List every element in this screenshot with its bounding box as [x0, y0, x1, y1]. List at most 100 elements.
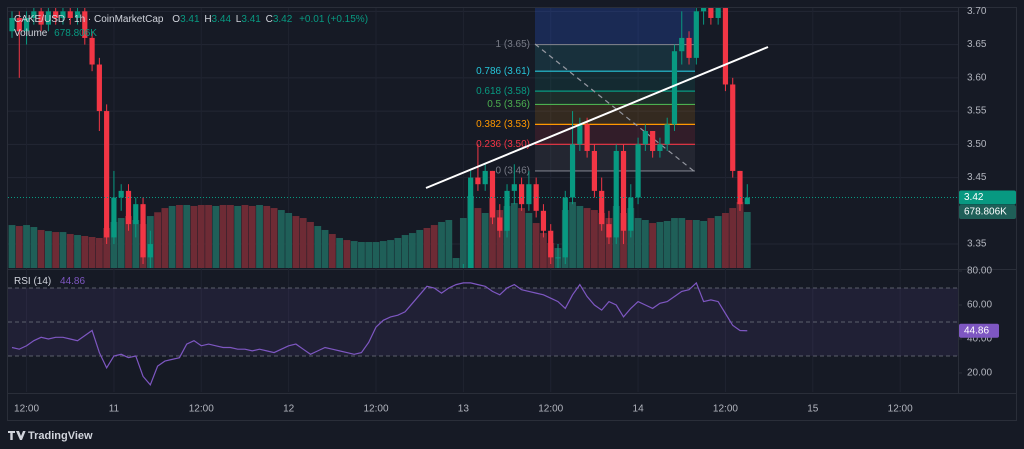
- x-tick-label: 15: [807, 404, 819, 415]
- candle-body: [715, 8, 721, 18]
- volume-bar: [430, 225, 438, 268]
- volume-bar: [518, 208, 525, 268]
- change: +0.01 (+0.15%): [299, 14, 368, 25]
- candle-body: [744, 197, 750, 205]
- fib-band: [535, 91, 695, 105]
- volume-bar: [132, 220, 140, 268]
- x-tick-label: 14: [633, 404, 645, 415]
- volume-bar: [358, 242, 365, 268]
- candle-body: [53, 11, 59, 18]
- ohlc-value: 3.42: [273, 14, 293, 25]
- volume-bar: [671, 218, 678, 268]
- volume-bar: [409, 233, 416, 268]
- x-tick-label: 12:00: [538, 404, 563, 415]
- fib-band: [535, 44, 695, 72]
- candle-body: [45, 11, 51, 25]
- candle-body: [679, 37, 685, 52]
- candle-body: [650, 131, 656, 151]
- volume-bar: [423, 228, 431, 268]
- volume-bar: [649, 223, 657, 268]
- volume-bar: [634, 218, 642, 268]
- volume-bar: [110, 221, 118, 268]
- candle-body: [555, 257, 561, 259]
- candle-body: [569, 144, 576, 198]
- candle-body: [74, 11, 81, 18]
- volume-bar: [583, 208, 591, 268]
- volume-bar: [321, 229, 329, 268]
- volume-bar: [641, 220, 649, 268]
- volume-bar: [569, 202, 576, 268]
- volume-bar: [234, 205, 242, 268]
- volume-bar: [379, 241, 387, 268]
- candle-body: [96, 64, 102, 112]
- fib-label: 0.236 (3.50): [476, 139, 530, 150]
- volume-bar: [52, 232, 60, 268]
- x-tick-label: 11: [109, 404, 120, 415]
- candle-body: [686, 37, 692, 58]
- volume-bar: [336, 237, 343, 268]
- rsi-axis-label: 44.86: [964, 325, 989, 336]
- fib-band: [535, 71, 695, 92]
- volume-bar: [212, 205, 220, 268]
- volume-bar: [299, 218, 307, 268]
- ohlc-value: 3.41: [180, 14, 200, 25]
- candle-body: [67, 11, 73, 18]
- candle-body: [89, 37, 95, 65]
- candle-body: [140, 204, 146, 258]
- axes: 3.70 3.65 3.60 3.55 3.50 3.45 3.35 12:00 11 12:00…: [14, 6, 1016, 415]
- fib-anchor-line: [534, 43, 696, 173]
- volume-bar: [598, 212, 606, 268]
- y-tick-label: 3.65: [967, 39, 987, 50]
- volume-bar: [532, 223, 540, 268]
- volume-bar: [256, 204, 263, 268]
- candle-body: [722, 8, 729, 85]
- ohlc-value: 3.44: [212, 14, 232, 25]
- candle-body: [613, 150, 619, 238]
- ohlc-value: 3.41: [241, 14, 261, 25]
- volume-bar: [452, 258, 460, 268]
- volume-bar: [270, 208, 278, 268]
- volume-bar: [15, 226, 23, 268]
- volume-bar: [700, 220, 707, 268]
- volume-bar: [707, 218, 715, 268]
- volume-bar: [678, 218, 686, 268]
- volume-bar: [714, 216, 722, 268]
- volume-bar: [525, 212, 533, 268]
- candle-body: [125, 190, 132, 225]
- candle-body: [519, 184, 525, 205]
- volume-bar: [489, 198, 496, 268]
- volume-bar: [692, 220, 700, 268]
- candle-body: [38, 11, 44, 25]
- ohlc-key: C: [266, 14, 273, 25]
- volume-bar: [591, 210, 598, 268]
- candle-body: [82, 11, 88, 38]
- volume-bar: [227, 204, 234, 268]
- ohlc-key: H: [204, 14, 211, 25]
- candle-body: [737, 170, 743, 205]
- candle-body: [620, 150, 627, 231]
- volume-bar: [197, 204, 205, 268]
- y-tick-label: 3.60: [967, 72, 987, 83]
- volume-bar: [176, 204, 183, 268]
- volume-bar: [103, 228, 111, 268]
- candle-body: [657, 144, 663, 151]
- volume-bar: [205, 204, 212, 268]
- volume-bar: [401, 235, 409, 268]
- candle-body: [708, 8, 714, 18]
- volume-bar: [343, 240, 351, 268]
- volume-value: 678.806K: [54, 28, 97, 39]
- volume-bar: [729, 208, 737, 268]
- volume-bar: [190, 205, 198, 268]
- candle-body: [504, 190, 510, 231]
- candle-body: [31, 11, 37, 18]
- candle-body: [511, 184, 517, 191]
- volume-bar: [459, 218, 467, 268]
- candle-body: [23, 17, 30, 32]
- candle-body: [489, 170, 496, 218]
- volume-bar: [154, 212, 161, 268]
- y-tick-label: 3.50: [967, 139, 987, 150]
- rsi-tick-label: 40.00: [967, 334, 992, 345]
- volume-bar: [307, 221, 314, 268]
- volume-bar: [241, 204, 249, 268]
